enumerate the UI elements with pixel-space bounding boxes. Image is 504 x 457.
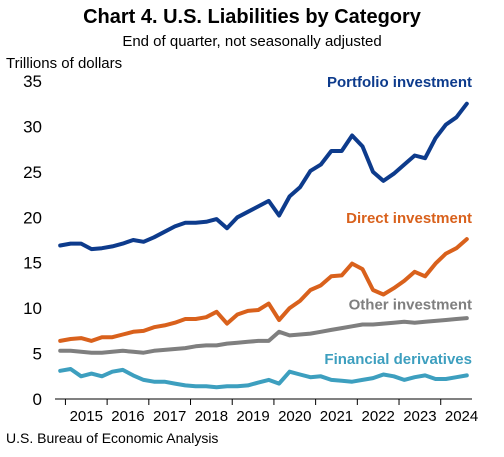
x-tick-label: 2018 [195,408,228,425]
y-tick-label: 0 [33,390,42,409]
source-note: U.S. Bureau of Economic Analysis [6,430,218,446]
y-tick-label: 15 [23,254,42,273]
y-axis: 0 5 10 15 20 25 30 35 [23,72,42,409]
series-label-financial-derivatives: Financial derivatives [324,351,472,368]
x-axis: 2015 2016 2017 2018 2019 2020 2021 2022 2023 2024 [55,399,478,425]
series-label-portfolio-investment: Portfolio investment [327,74,472,91]
y-tick-label: 10 [23,299,42,318]
series-group [60,104,467,388]
series-line-direct-investment [60,239,467,341]
x-tick-label: 2022 [361,408,394,425]
x-tick-label: 2024 [445,408,478,425]
x-tick-label: 2016 [111,408,144,425]
y-tick-label: 20 [23,208,42,227]
x-tick-label: 2020 [278,408,311,425]
x-tick-label: 2021 [320,408,353,425]
y-tick-label: 35 [23,72,42,91]
x-tick-label: 2015 [70,408,103,425]
series-label-other-investment: Other investment [349,297,472,314]
y-tick-label: 25 [23,163,42,182]
series-label-direct-investment: Direct investment [346,210,472,227]
x-tick-label: 2023 [403,408,436,425]
y-tick-label: 5 [33,345,42,364]
x-tick-label: 2017 [153,408,186,425]
series-line-portfolio-investment [60,104,467,249]
series-line-financial-derivatives [60,369,467,387]
x-tick-label: 2019 [236,408,269,425]
y-tick-label: 30 [23,117,42,136]
